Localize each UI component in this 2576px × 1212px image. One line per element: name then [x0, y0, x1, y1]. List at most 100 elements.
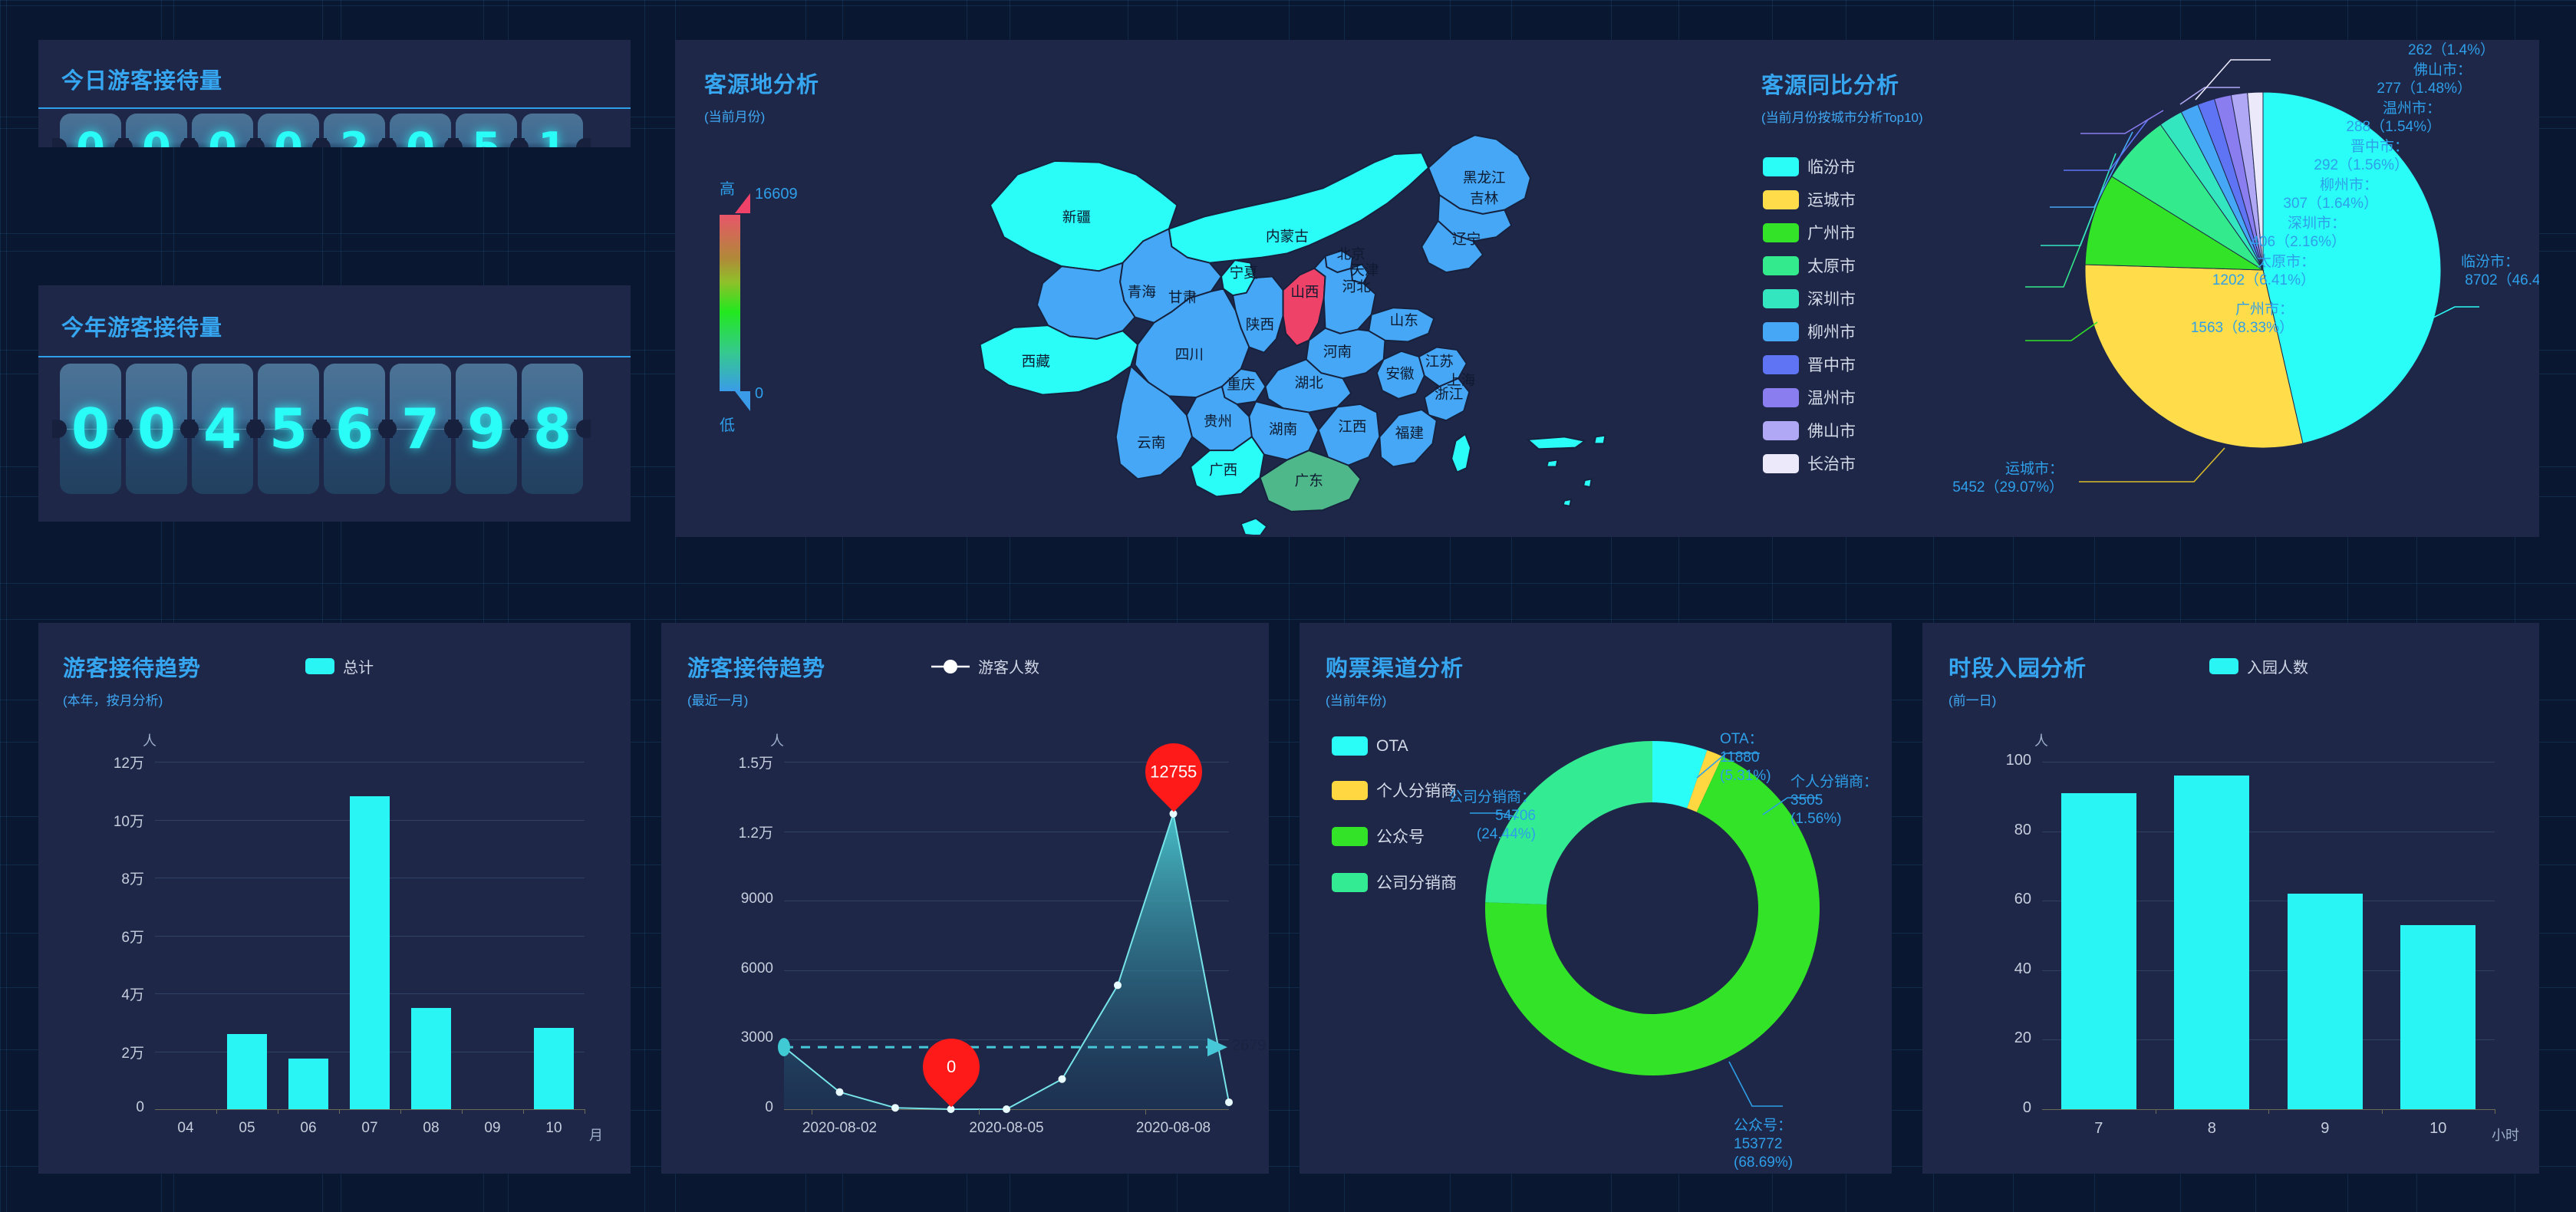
- legend-item-wenzhou[interactable]: 温州市: [1763, 386, 1856, 409]
- donut-label-company-distributor: 公司分销商： 54706 (24.44%): [1448, 789, 1536, 842]
- data-point[interactable]: [891, 1104, 899, 1112]
- legend-swatch: [1763, 288, 1799, 308]
- hour-bar-plot[interactable]: 0 20 40 60 80 100 7 8 9 10: [1972, 752, 2501, 1144]
- donut-slice-wechat[interactable]: [1485, 756, 1820, 1075]
- hour-bar-y-unit: 人: [2034, 733, 2048, 749]
- legend-item-linfen[interactable]: 临汾市: [1763, 155, 1856, 178]
- map-region-yunnan: [1115, 365, 1193, 480]
- daily-line-plot[interactable]: 0 3000 6000 9000 1.2万 1.5万 2679 12755 0 2020-08-0…: [707, 731, 1267, 1144]
- china-map[interactable]: 新疆 黑龙江 吉林 辽宁 内蒙古 北京 天津 河北 山西 山东 宁夏 青海 甘肃…: [905, 59, 1680, 535]
- data-point[interactable]: [1003, 1105, 1010, 1113]
- legend-item-liuzhou[interactable]: 柳州市: [1763, 320, 1856, 343]
- digit-cell: 0: [52, 114, 129, 147]
- today-digit-group: 0 0 0 0 2 0 5 1: [52, 114, 591, 147]
- hour-bar-subtitle: (前一日): [1948, 693, 1997, 708]
- pie-label-yuncheng: 运城市： 5452（29.07%）: [1952, 461, 2064, 496]
- line-legend[interactable]: 游客人数: [931, 655, 1039, 677]
- legend-item-taiyuan[interactable]: 太原市: [1763, 254, 1856, 277]
- digit-cell: 9: [448, 364, 525, 494]
- legend-swatch: [1763, 156, 1799, 176]
- y-axis-tick: 0: [765, 1099, 773, 1115]
- pie-slice-yuncheng[interactable]: [2084, 264, 2304, 449]
- donut-slice-company-distributor[interactable]: [1485, 741, 1652, 905]
- map-label-jilin: 吉林: [1470, 190, 1499, 206]
- bar[interactable]: [2174, 776, 2250, 1109]
- bar[interactable]: [2060, 792, 2136, 1109]
- map-label-shaanxi: 陕西: [1246, 317, 1274, 333]
- pie-label-taiyuan: 太原市： 1202（6.41%）: [2212, 254, 2315, 288]
- channel-donut-chart[interactable]: [1300, 623, 1892, 1174]
- month-bar-plot[interactable]: 0 2万 4万 6万 8万 10万 12万 04 05 06 07 08 09 10: [84, 756, 591, 1144]
- pie-label-linfen: 临汾市： 8702（46.4: [2461, 254, 2539, 288]
- legend-item-yuncheng[interactable]: 运城市: [1763, 188, 1856, 211]
- visualmap-max-value: 16609: [755, 186, 798, 203]
- legend-swatch: [1763, 222, 1799, 242]
- legend-item-company-distributor[interactable]: 公司分销商: [1332, 871, 1457, 894]
- legend-swatch: [1332, 872, 1368, 892]
- legend-item-jinzhong[interactable]: 晋中市: [1763, 353, 1856, 376]
- legend-item-wechat[interactable]: 公众号: [1332, 825, 1457, 848]
- legend-item-personal-distributor[interactable]: 个人分销商: [1332, 779, 1457, 802]
- gridline: [784, 1039, 1229, 1041]
- x-axis-tick: 9: [2321, 1120, 2330, 1137]
- line-series[interactable]: [707, 757, 1237, 1144]
- legend-item-shenzhen[interactable]: 深圳市: [1763, 287, 1856, 310]
- x-axis-tick: 7: [2094, 1120, 2103, 1137]
- legend-line-marker: [931, 659, 970, 674]
- legend-swatch: [1763, 189, 1799, 209]
- bar[interactable]: [288, 1058, 328, 1109]
- y-axis-tick: 4万: [121, 987, 144, 1003]
- visualmap-bottom-arrow: [735, 391, 750, 411]
- x-axis-tick: 06: [300, 1120, 317, 1136]
- bar[interactable]: [350, 796, 390, 1109]
- visualmap-min-value: 0: [755, 385, 764, 402]
- bar[interactable]: [227, 1033, 267, 1109]
- digit-cell: 2: [316, 114, 393, 147]
- pie-label-shenzhen: 深圳市： 406（2.16%）: [2251, 216, 2346, 250]
- bar[interactable]: [2400, 924, 2476, 1109]
- legend-item-foshan[interactable]: 佛山市: [1763, 419, 1856, 442]
- legend-item-changzhi[interactable]: 长治市: [1763, 452, 1856, 475]
- map-region-taiwan: [1451, 433, 1472, 473]
- city-pie-chart[interactable]: [1734, 40, 2539, 537]
- data-point[interactable]: [1225, 1098, 1233, 1106]
- pie-leader-line: [2179, 87, 2240, 105]
- donut-slice-ota[interactable]: [1652, 741, 1708, 809]
- legend-item-ota[interactable]: OTA: [1332, 736, 1457, 756]
- pie-slice-linfen[interactable]: [2262, 91, 2442, 444]
- data-point[interactable]: [1169, 809, 1178, 818]
- bar[interactable]: [411, 1007, 451, 1109]
- y-axis-tick: 10万: [113, 813, 144, 830]
- map-region-guangdong: [1259, 450, 1362, 512]
- pie-leader-line: [2025, 209, 2095, 288]
- bar[interactable]: [2287, 894, 2363, 1109]
- pie-slice-changzhi[interactable]: [2247, 91, 2264, 271]
- legend-swatch: [1763, 453, 1799, 473]
- pie-slice-guangzhou[interactable]: [2084, 176, 2265, 271]
- x-tick-mark: [2268, 1109, 2269, 1114]
- donut-slice-personal-distributor[interactable]: [1687, 750, 1723, 812]
- donut-label-ota: OTA： 11880 (5.31%): [1720, 731, 1771, 784]
- map-region-shanxi: [1282, 267, 1326, 347]
- hour-bar-x-unit: 小时: [2492, 1128, 2519, 1143]
- x-axis-tick: 2020-08-08: [1135, 1120, 1211, 1136]
- map-label-heilongjiang: 黑龙江: [1463, 170, 1506, 186]
- map-label-guizhou: 贵州: [1204, 413, 1232, 429]
- map-label-zhejiang: 浙江: [1435, 386, 1463, 402]
- bar[interactable]: [534, 1028, 574, 1109]
- y-axis-tick: 2万: [121, 1045, 144, 1062]
- data-point[interactable]: [947, 1105, 955, 1113]
- legend-item-guangzhou[interactable]: 广州市: [1763, 221, 1856, 244]
- month-bar-legend[interactable]: 总计: [305, 655, 374, 677]
- map-region-jiangsu: [1418, 346, 1468, 387]
- data-point[interactable]: [1114, 981, 1122, 990]
- hour-bar-legend[interactable]: 入园人数: [2209, 655, 2308, 677]
- y-axis-tick: 60: [2014, 891, 2031, 908]
- pie-label-jinzhong: 晋中市： 292（1.56%）: [2314, 139, 2409, 173]
- digit-cell: 7: [382, 364, 459, 494]
- map-region-islands: [1562, 498, 1573, 507]
- map-region-hainan: [1240, 517, 1268, 535]
- legend-label: 太原市: [1807, 258, 1856, 275]
- data-point[interactable]: [1058, 1075, 1066, 1083]
- data-point[interactable]: [835, 1088, 844, 1096]
